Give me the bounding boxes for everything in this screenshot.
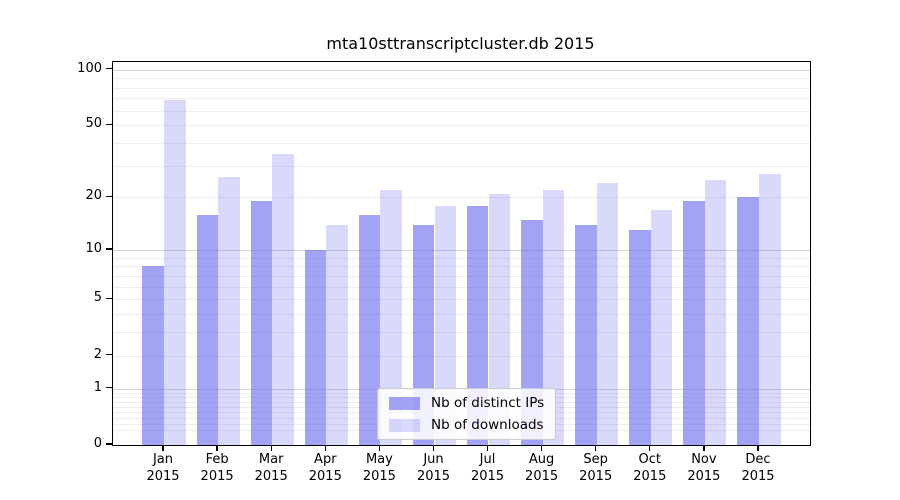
y-tick-10 — [106, 248, 112, 250]
x-tick-apr — [324, 446, 326, 451]
x-tick-label-oct: Oct 2015 — [633, 452, 667, 484]
x-tick-jan — [162, 446, 164, 451]
bar-distinct-ips-apr — [304, 250, 327, 445]
y-tick-label-1: 1 — [93, 379, 102, 395]
gridline-minor — [113, 98, 810, 100]
y-tick-label-100: 100 — [77, 60, 102, 76]
x-tick-nov — [703, 446, 705, 451]
bar-downloads-feb — [218, 177, 240, 445]
bar-downloads-nov — [704, 180, 727, 445]
gridline-minor — [113, 165, 810, 167]
y-tick-label-2: 2 — [93, 346, 102, 362]
x-tick-jun — [432, 446, 435, 451]
bar-distinct-ips-nov — [683, 201, 705, 445]
bar-downloads-apr — [326, 224, 348, 445]
y-tick-50 — [106, 123, 112, 125]
bar-downloads-aug — [542, 190, 565, 445]
legend-swatch-distinct-ips — [389, 396, 420, 410]
legend: Nb of distinct IPs Nb of downloads — [377, 388, 557, 440]
bar-distinct-ips-oct — [629, 230, 651, 445]
gridline-minor — [113, 143, 810, 144]
bar-downloads-jan — [164, 99, 186, 445]
legend-swatch-downloads — [389, 418, 420, 432]
y-tick-2 — [106, 354, 112, 356]
legend-label-distinct-ips: Nb of distinct IPs — [431, 395, 545, 411]
gridline-minor — [113, 299, 810, 301]
y-tick-100 — [106, 68, 112, 70]
bar-downloads-mar — [272, 153, 294, 445]
x-tick-label-mar: Mar 2015 — [254, 452, 288, 484]
y-tick-label-10: 10 — [85, 241, 102, 256]
x-tick-sep — [595, 446, 597, 451]
gridline-minor — [113, 197, 810, 199]
y-tick-1 — [106, 386, 112, 389]
y-tick-label-0: 0 — [93, 436, 102, 451]
legend-entry-distinct-ips: Nb of distinct IPs — [389, 395, 544, 411]
bar-distinct-ips-mar — [250, 201, 273, 445]
bar-downloads-oct — [650, 209, 673, 445]
x-tick-oct — [649, 446, 651, 451]
gridline-minor — [113, 110, 810, 112]
x-tick-label-jul: Jul 2015 — [470, 452, 505, 484]
gridline-minor — [113, 78, 810, 80]
x-tick-label-dec: Dec 2015 — [741, 452, 775, 484]
x-tick-label-nov: Nov 2015 — [687, 452, 721, 484]
bar-downloads-jun — [434, 205, 457, 445]
y-tick-0 — [106, 443, 112, 445]
x-tick-label-jun: Jun 2015 — [416, 452, 451, 484]
y-tick-label-50: 50 — [85, 116, 102, 132]
x-tick-aug — [540, 446, 543, 451]
x-tick-dec — [757, 446, 759, 451]
bar-distinct-ips-dec — [737, 197, 759, 445]
bar-downloads-may — [380, 190, 402, 445]
x-tick-label-aug: Aug 2015 — [525, 452, 559, 484]
y-tick-label-20: 20 — [85, 188, 102, 204]
bar-distinct-ips-feb — [196, 214, 219, 445]
x-tick-mar — [270, 446, 272, 451]
bar-distinct-ips-jul — [466, 205, 489, 445]
gridline-minor — [113, 266, 810, 268]
gridline-minor — [113, 125, 810, 127]
plot-area — [112, 61, 811, 446]
chart-title: mta10sttranscriptcluster.db 2015 — [326, 34, 595, 53]
x-tick-jul — [486, 446, 489, 451]
legend-entry-downloads: Nb of downloads — [389, 417, 544, 433]
y-tick-5 — [106, 297, 112, 299]
bar-distinct-ips-sep — [575, 224, 597, 445]
bar-downloads-sep — [596, 183, 619, 445]
gridline-minor — [113, 275, 810, 277]
gridline-minor — [113, 257, 810, 259]
x-tick-label-may: May 2015 — [362, 452, 396, 484]
bar-downloads-jul — [488, 193, 511, 445]
gridline-minor — [113, 87, 810, 89]
y-tick-20 — [106, 195, 112, 198]
x-tick-label-feb: Feb 2015 — [200, 452, 234, 484]
x-tick-label-sep: Sep 2015 — [579, 452, 613, 484]
x-tick-label-jan: Jan 2015 — [146, 452, 180, 484]
y-tick-label-5: 5 — [93, 290, 102, 306]
gridline-major — [113, 250, 810, 251]
x-tick-may — [378, 446, 381, 451]
gridline-major — [113, 69, 810, 71]
gridline-minor — [113, 286, 810, 288]
bar-distinct-ips-jan — [142, 266, 164, 445]
gridline-minor — [113, 314, 810, 316]
bar-distinct-ips-may — [358, 214, 381, 445]
x-tick-feb — [216, 446, 218, 451]
gridline-minor — [113, 332, 810, 334]
x-tick-label-apr: Apr 2015 — [308, 452, 342, 484]
gridline-minor — [113, 355, 810, 357]
legend-label-downloads: Nb of downloads — [431, 417, 544, 433]
bar-downloads-dec — [759, 174, 781, 445]
